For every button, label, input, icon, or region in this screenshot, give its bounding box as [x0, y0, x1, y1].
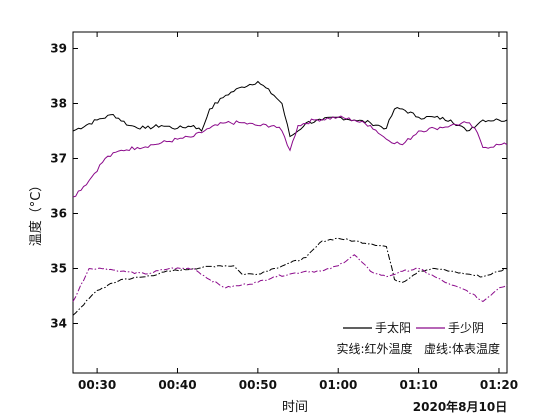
- series-line-3-dashed: [72, 254, 508, 303]
- tick-layer: 00:30 00:40 00:50 01:00 01:10 01:20 34 35 36 37 38…: [50, 32, 518, 392]
- x-tick-label: 01:00: [319, 378, 357, 392]
- y-tick-label: 39: [50, 42, 67, 56]
- y-tick-label: 36: [50, 207, 67, 221]
- date-label: 2020年8月10日: [413, 399, 507, 414]
- series-line-1-solid: [72, 115, 508, 198]
- y-tick-label: 35: [50, 262, 67, 276]
- legend-label-shoutaiyang: 手太阳: [375, 320, 411, 335]
- legend-note: 实线:红外温度 虚线:体表温度: [336, 341, 500, 356]
- y-tick-label: 38: [50, 97, 67, 111]
- x-axis-label: 时间: [282, 400, 308, 415]
- x-tick-label: 00:40: [158, 378, 196, 392]
- y-axis-label: 温度（°C）: [28, 179, 44, 247]
- legend-label-shoushaoyin: 手少阴: [448, 321, 484, 335]
- x-tick-label: 01:10: [399, 378, 437, 392]
- series-line-2-dashed: [72, 237, 508, 316]
- series-line-0-solid: [72, 80, 508, 138]
- x-tick-label: 00:50: [239, 378, 277, 392]
- y-tick-label: 37: [50, 152, 67, 166]
- y-tick-label: 34: [50, 317, 67, 331]
- x-tick-label: 01:20: [480, 378, 518, 392]
- series-layer: [72, 80, 508, 316]
- plot-frame: [72, 31, 508, 374]
- legend: 手太阳 手少阴 实线:红外温度 虚线:体表温度: [336, 320, 500, 356]
- x-tick-label: 00:30: [78, 378, 116, 392]
- plot-area: [72, 31, 508, 374]
